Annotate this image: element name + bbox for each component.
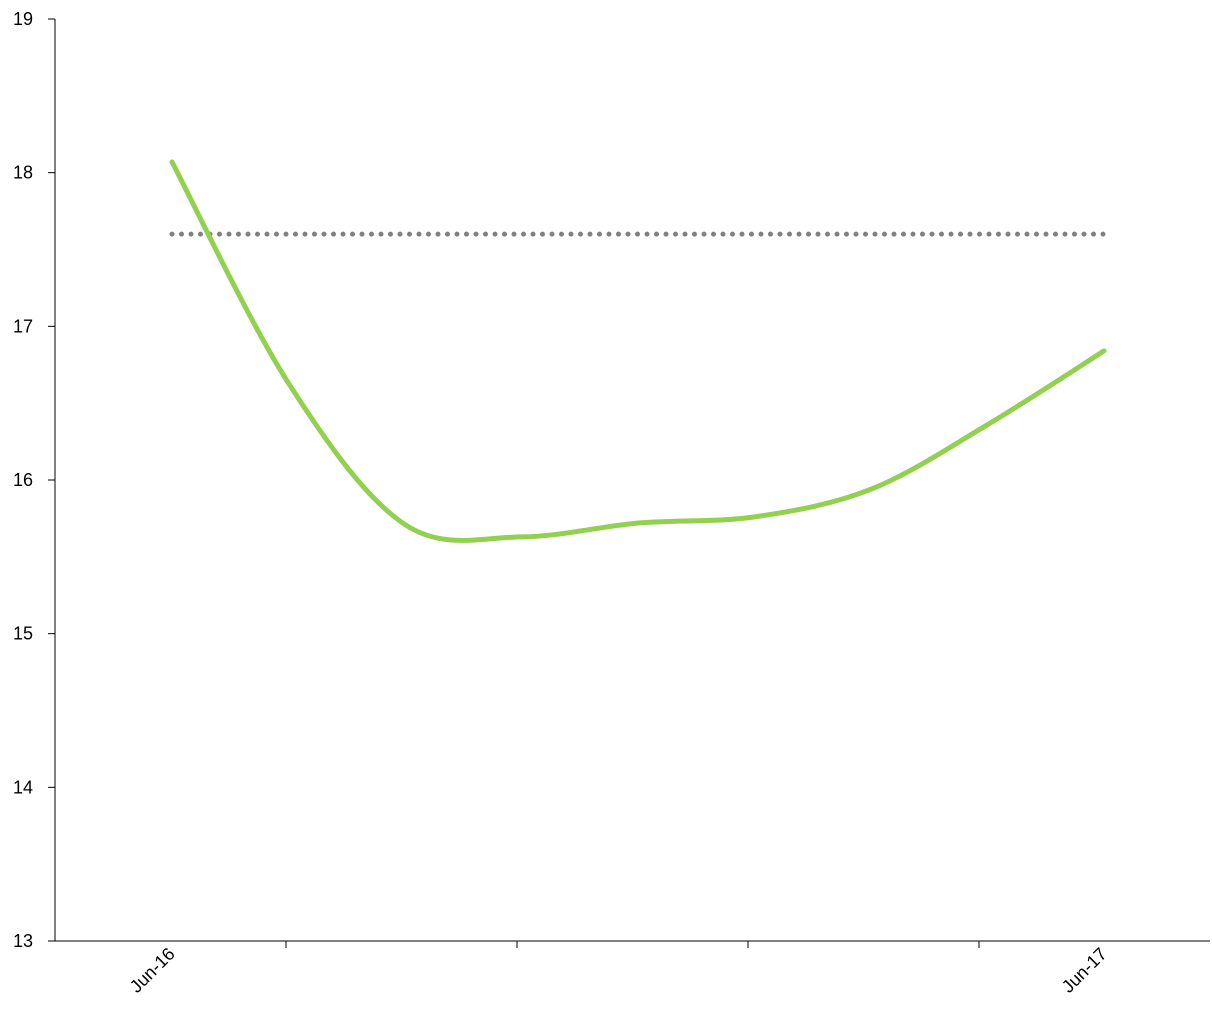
x-tick-label: Jun-16: [126, 944, 179, 997]
y-tick-label: 14: [13, 777, 33, 797]
series-line: [169, 159, 1107, 543]
y-tick-label: 13: [13, 931, 33, 951]
y-tick-label: 18: [13, 163, 33, 183]
series-layer: [169, 159, 1107, 543]
x-tick-label: Jun-17: [1058, 944, 1111, 997]
y-tick-label: 19: [13, 9, 33, 29]
y-axis-ticks: 13 14 15 16 17 18 19: [13, 9, 55, 951]
y-tick-label: 15: [13, 624, 33, 644]
chart-axes: [54, 19, 1210, 942]
y-tick-label: 17: [13, 316, 33, 336]
x-axis-ticks: Jun-16 Jun-17: [126, 941, 1111, 997]
y-tick-label: 16: [13, 470, 33, 490]
